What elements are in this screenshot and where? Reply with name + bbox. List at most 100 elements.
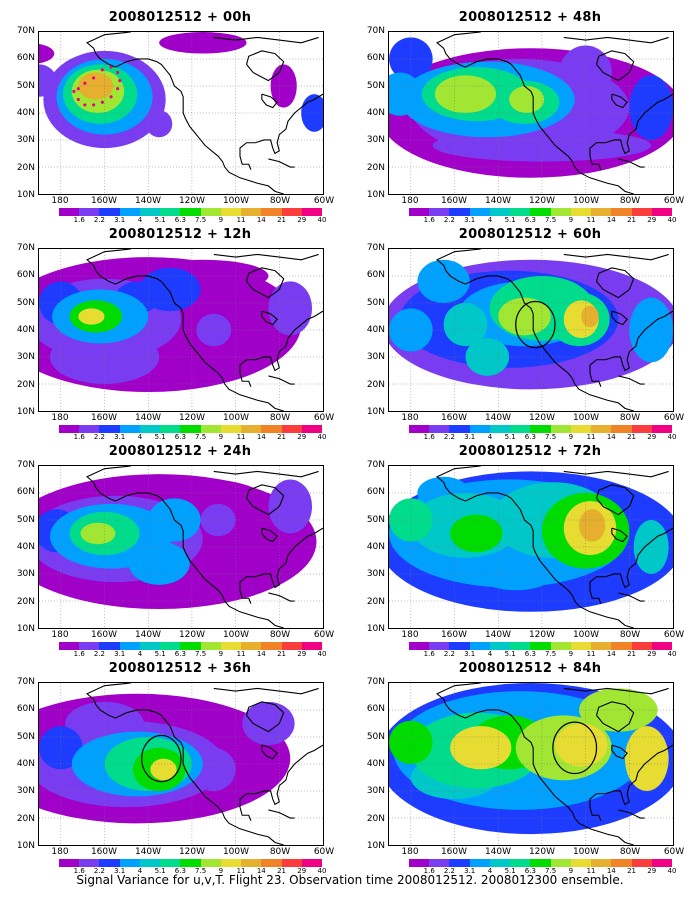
lon-tick-label: 80W <box>619 413 641 423</box>
lon-tick-label: 120W <box>178 413 206 423</box>
observation-circle <box>515 300 556 349</box>
flight-track-point <box>72 89 76 93</box>
colorbar-label: 21 <box>277 216 286 224</box>
map-panel-60h: 2008012512 + 60h 70N 60N 50N 40N 30N 20N 10N 1… <box>355 225 685 441</box>
colorbar-swatch <box>570 425 592 433</box>
flight-track-point <box>109 65 113 69</box>
lat-tick-label: 20N <box>366 379 385 390</box>
colorbar-swatch <box>489 859 511 867</box>
colorbar <box>409 642 673 650</box>
colorbar-label: 5.1 <box>504 867 516 875</box>
variance-map <box>389 466 673 628</box>
map-panel-84h: 2008012512 + 84h 70N 60N 50N 40N 30N 20N 10N 1… <box>355 659 685 875</box>
colorbar-swatch <box>99 425 120 433</box>
colorbar-swatch <box>99 859 120 867</box>
coastline <box>596 701 635 733</box>
map-area <box>388 248 674 412</box>
colorbar-swatch <box>281 859 302 867</box>
lon-tick-label: 140W <box>484 630 512 640</box>
colorbar-swatch <box>651 859 673 867</box>
coastline <box>261 527 278 543</box>
lat-tick-label: 30N <box>366 352 385 363</box>
colorbar-label: 29 <box>647 216 657 224</box>
colorbar-swatch <box>241 208 262 216</box>
coastline <box>261 93 278 109</box>
lat-tick-label: 60N <box>366 270 385 281</box>
colorbar-label: 6.3 <box>524 216 536 224</box>
coastline <box>589 527 673 604</box>
colorbar-label: 29 <box>297 216 307 224</box>
variance-map <box>39 249 323 411</box>
colorbar-labels: 1.6 2.2 3.1 4 5.1 6.3 7.5 9 11 14 21 29 40 <box>409 433 677 443</box>
colorbar-swatch <box>139 208 161 216</box>
lat-tick-label: 10N <box>366 407 385 417</box>
variance-map <box>389 249 673 411</box>
colorbar-swatch <box>449 208 470 216</box>
lat-tick-label: 60N <box>16 487 35 498</box>
colorbar-label: 3.1 <box>464 650 476 658</box>
lat-tick-label: 10N <box>16 624 35 634</box>
colorbar-swatch <box>429 208 450 216</box>
colorbar-swatch <box>570 642 592 650</box>
lon-tick-label: 160W <box>440 847 468 857</box>
colorbar-label: 2.2 <box>443 650 456 658</box>
flight-track-point <box>109 95 113 99</box>
lon-tick-label: 160W <box>90 196 118 206</box>
colorbar-swatch <box>119 425 140 433</box>
lon-tick-label: 100W <box>572 413 600 423</box>
colorbar-swatch <box>200 425 221 433</box>
lat-tick-label: 30N <box>16 135 35 146</box>
lat-tick-label: 30N <box>366 569 385 580</box>
colorbar-label: 4 <box>487 433 493 441</box>
colorbar-swatch <box>409 425 430 433</box>
colorbar-swatch <box>220 859 242 867</box>
coastline <box>246 484 285 516</box>
colorbar-label: 9 <box>218 650 224 658</box>
coastline <box>239 93 323 170</box>
colorbar-swatch <box>429 642 450 650</box>
colorbar-label: 2.2 <box>443 216 456 224</box>
coastline <box>246 701 285 733</box>
colorbar-label: 1.6 <box>423 433 435 441</box>
colorbar <box>59 425 323 433</box>
map-panel-00h: 2008012512 + 00h 70N 60N 50N 40N 30N 20N 10N 1… <box>5 8 335 224</box>
lat-tick-label: 60N <box>16 53 35 64</box>
colorbar-swatch <box>469 208 490 216</box>
lat-tick-label: 50N <box>366 297 385 308</box>
colorbar-swatch <box>180 208 201 216</box>
coastline <box>246 50 285 82</box>
variance-contour <box>146 110 173 138</box>
colorbar-label: 11 <box>236 650 246 658</box>
panel-title: 2008012512 + 12h <box>108 227 252 242</box>
lon-tick-label: 100W <box>222 630 250 640</box>
colorbar-label: 4 <box>137 433 143 441</box>
variance-map <box>389 683 673 845</box>
map-area <box>38 248 324 412</box>
colorbar-swatch <box>180 859 201 867</box>
lat-tick-label: 20N <box>366 162 385 173</box>
colorbar-swatch <box>591 425 612 433</box>
colorbar-swatch <box>200 208 221 216</box>
colorbar-label: 7.5 <box>545 650 557 658</box>
colorbar-label: 4 <box>137 216 143 224</box>
map-area <box>38 31 324 195</box>
colorbar-labels: 1.6 2.2 3.1 4 5.1 6.3 7.5 9 11 14 21 29 40 <box>59 216 327 226</box>
colorbar-label: 40 <box>667 867 677 875</box>
colorbar-label: 40 <box>667 650 677 658</box>
lat-tick-label: 50N <box>366 731 385 742</box>
colorbar-swatch <box>449 425 470 433</box>
variance-contour <box>472 547 560 591</box>
variance-contour <box>268 281 313 336</box>
coastline <box>596 267 635 299</box>
variance-contour <box>242 701 295 746</box>
lat-tick-label: 50N <box>16 514 35 525</box>
colorbar-swatch <box>510 208 531 216</box>
colorbar-label: 4 <box>487 650 493 658</box>
variance-contour <box>579 688 658 732</box>
colorbar-label: 40 <box>667 216 677 224</box>
colorbar-swatch <box>79 642 100 650</box>
colorbar-label: 7.5 <box>195 216 207 224</box>
colorbar-labels: 1.6 2.2 3.1 4 5.1 6.3 7.5 9 11 14 21 29 40 <box>59 433 327 443</box>
coastline <box>618 158 645 168</box>
colorbar-label: 1.6 <box>73 216 85 224</box>
